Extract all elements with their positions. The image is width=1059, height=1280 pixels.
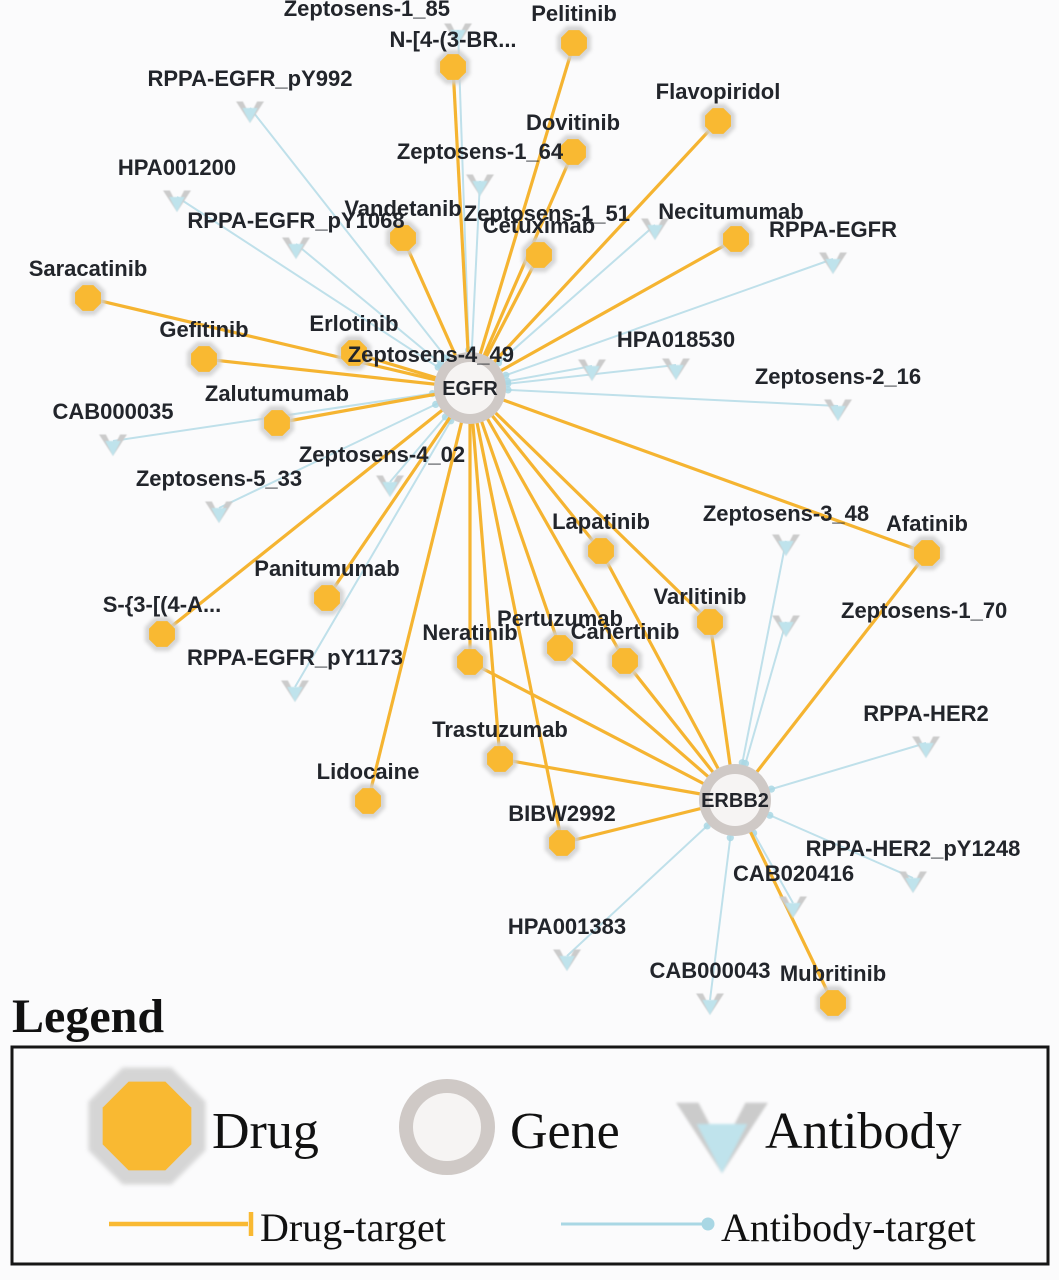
svg-text:Zeptosens-3_48: Zeptosens-3_48 bbox=[703, 501, 869, 526]
svg-text:Lidocaine: Lidocaine bbox=[317, 759, 420, 784]
svg-text:Panitumumab: Panitumumab bbox=[254, 556, 399, 581]
svg-text:HPA001383: HPA001383 bbox=[508, 914, 626, 939]
svg-text:Legend: Legend bbox=[12, 990, 164, 1043]
svg-text:Pelitinib: Pelitinib bbox=[531, 1, 617, 26]
svg-text:Flavopiridol: Flavopiridol bbox=[656, 79, 781, 104]
svg-text:BIBW2992: BIBW2992 bbox=[508, 801, 616, 826]
svg-text:EGFR: EGFR bbox=[442, 378, 498, 400]
svg-text:Zeptosens-2_16: Zeptosens-2_16 bbox=[755, 364, 921, 389]
svg-text:Zalutumumab: Zalutumumab bbox=[205, 381, 349, 406]
svg-text:Saracatinib: Saracatinib bbox=[29, 256, 148, 281]
svg-text:Zeptosens-4_49: Zeptosens-4_49 bbox=[348, 342, 514, 367]
svg-text:Mubritinib: Mubritinib bbox=[780, 961, 886, 986]
svg-text:Zeptosens-1_85: Zeptosens-1_85 bbox=[284, 0, 450, 21]
svg-text:Zeptosens-1_64: Zeptosens-1_64 bbox=[397, 139, 564, 164]
svg-text:RPPA-EGFR_pY992: RPPA-EGFR_pY992 bbox=[148, 66, 353, 91]
svg-text:RPPA-EGFR_pY1173: RPPA-EGFR_pY1173 bbox=[187, 645, 403, 670]
svg-text:Zeptosens-4_02: Zeptosens-4_02 bbox=[299, 442, 465, 467]
svg-text:Drug-target: Drug-target bbox=[260, 1205, 446, 1250]
svg-text:RPPA-EGFR: RPPA-EGFR bbox=[769, 217, 897, 242]
svg-text:Canertinib: Canertinib bbox=[571, 619, 680, 644]
svg-text:Drug: Drug bbox=[212, 1103, 319, 1160]
svg-text:Afatinib: Afatinib bbox=[886, 511, 968, 536]
svg-text:Lapatinib: Lapatinib bbox=[552, 509, 650, 534]
svg-text:ERBB2: ERBB2 bbox=[701, 790, 769, 812]
svg-text:CAB000043: CAB000043 bbox=[649, 958, 770, 983]
svg-text:Zeptosens-1_70: Zeptosens-1_70 bbox=[841, 598, 1007, 623]
svg-text:Trastuzumab: Trastuzumab bbox=[432, 717, 568, 742]
svg-text:Varlitinib: Varlitinib bbox=[654, 584, 747, 609]
svg-text:Dovitinib: Dovitinib bbox=[526, 110, 620, 135]
svg-text:Zeptosens-5_33: Zeptosens-5_33 bbox=[136, 466, 302, 491]
svg-text:RPPA-HER2_pY1248: RPPA-HER2_pY1248 bbox=[806, 836, 1021, 861]
svg-text:S-{3-[(4-A...: S-{3-[(4-A... bbox=[103, 592, 222, 617]
svg-text:HPA001200: HPA001200 bbox=[118, 155, 236, 180]
svg-text:N-[4-(3-BR...: N-[4-(3-BR... bbox=[389, 27, 516, 52]
svg-text:Gene: Gene bbox=[510, 1103, 620, 1160]
svg-text:Zeptosens-1_51: Zeptosens-1_51 bbox=[464, 201, 630, 226]
svg-text:CAB020416: CAB020416 bbox=[733, 861, 854, 886]
svg-text:Gefitinib: Gefitinib bbox=[159, 317, 248, 342]
svg-text:Antibody: Antibody bbox=[765, 1103, 961, 1160]
svg-text:RPPA-HER2: RPPA-HER2 bbox=[863, 701, 989, 726]
svg-text:Antibody-target: Antibody-target bbox=[721, 1205, 976, 1250]
svg-text:Erlotinib: Erlotinib bbox=[309, 311, 398, 336]
svg-text:HPA018530: HPA018530 bbox=[617, 327, 735, 352]
svg-text:CAB000035: CAB000035 bbox=[52, 399, 173, 424]
svg-text:RPPA-EGFR_pY1068: RPPA-EGFR_pY1068 bbox=[187, 208, 404, 233]
